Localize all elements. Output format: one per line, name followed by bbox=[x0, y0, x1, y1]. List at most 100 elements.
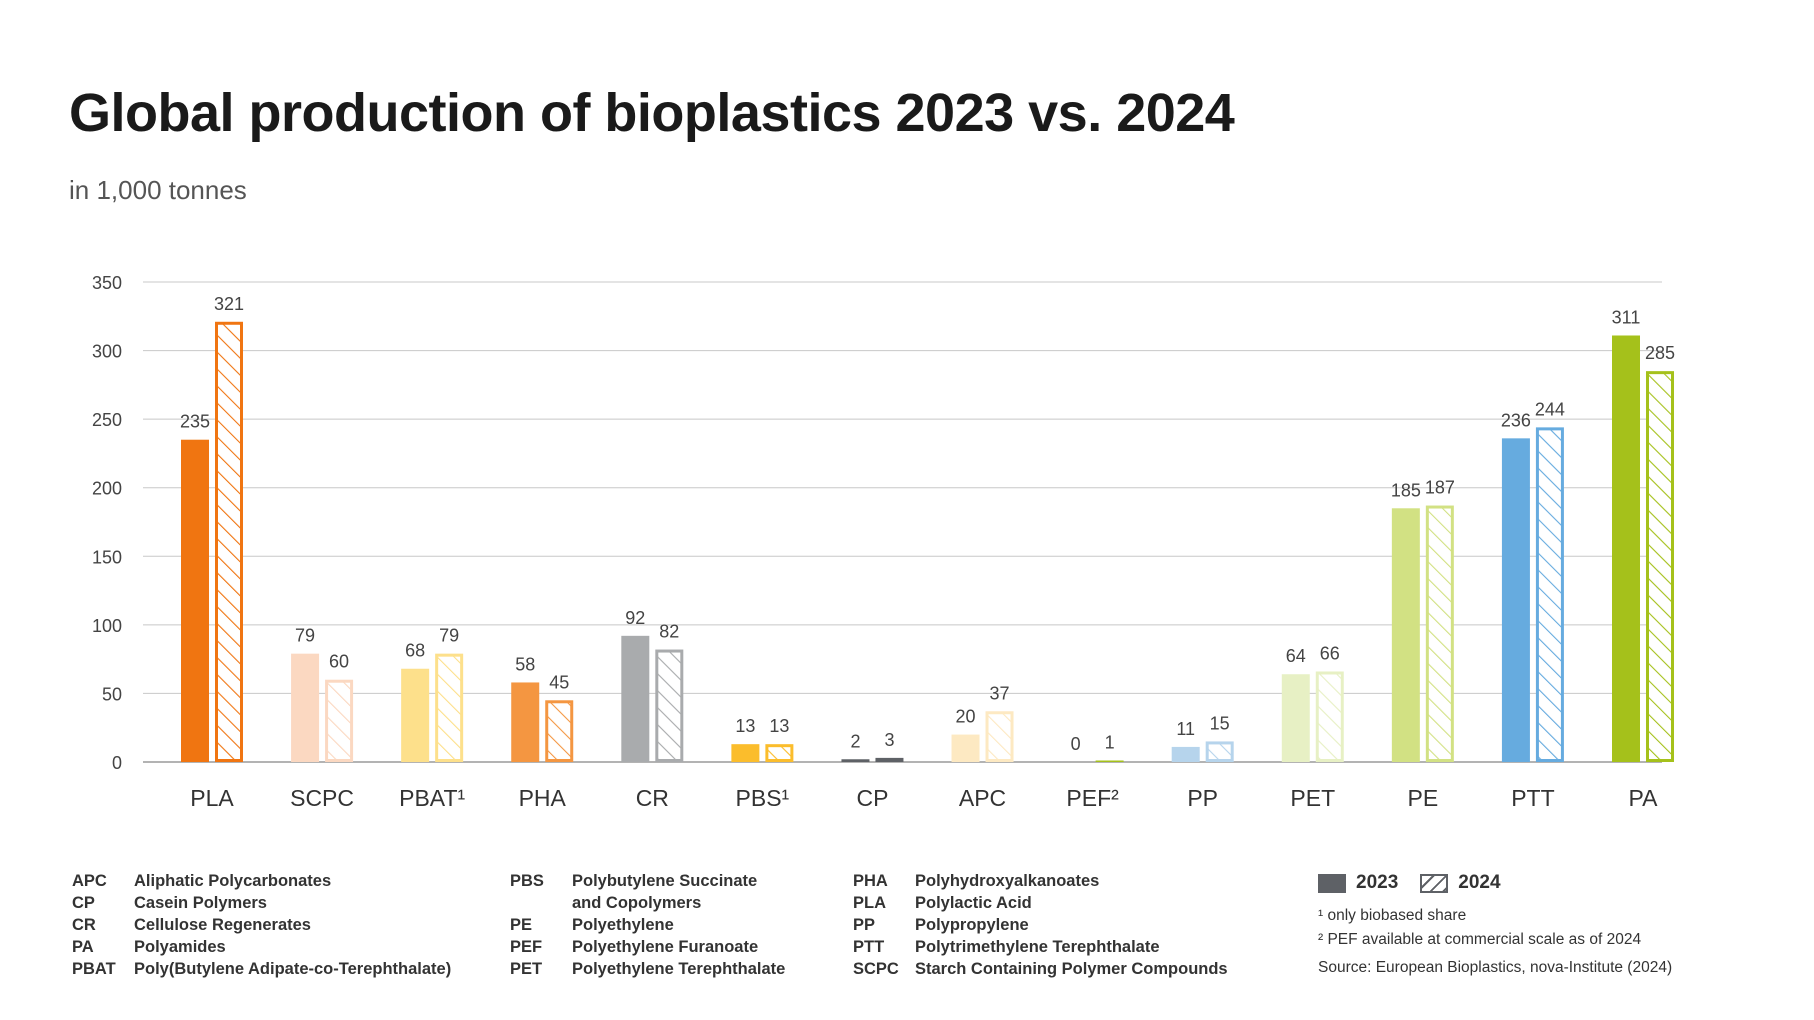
abbreviation-name: Starch Containing Polymer Compounds bbox=[915, 960, 1228, 978]
value-label-2023: 0 bbox=[1071, 734, 1081, 754]
category-label: PEF² bbox=[1066, 785, 1119, 811]
value-label-2024: 15 bbox=[1210, 713, 1230, 733]
abbreviation-code: PBAT bbox=[72, 960, 116, 978]
y-tick-label: 200 bbox=[92, 479, 122, 499]
value-label-2023: 311 bbox=[1612, 307, 1641, 327]
bar-2024-SCPC bbox=[325, 679, 354, 763]
bar-2023-PET bbox=[1281, 674, 1310, 762]
category-label: SCPC bbox=[290, 785, 354, 811]
source-note: Source: European Bioplastics, nova-Insti… bbox=[1318, 959, 1673, 976]
bar-2023-PBAT¹ bbox=[401, 668, 430, 762]
category-labels: PLA SCPC PBAT¹ PHA CR PBS¹ CP APC PEF² PP PET PE PTT… bbox=[190, 785, 1658, 811]
abbreviation-name: Polyethylene Terephthalate bbox=[572, 960, 786, 978]
abbreviation-name: Aliphatic Polycarbonates bbox=[134, 872, 332, 890]
value-label-2023: 64 bbox=[1286, 646, 1306, 666]
bar-2023-PBS¹ bbox=[731, 744, 760, 762]
bar-2023-PE bbox=[1391, 508, 1420, 762]
value-label-2023: 58 bbox=[515, 654, 535, 674]
category-label: PBAT¹ bbox=[399, 785, 465, 811]
bars bbox=[181, 321, 1674, 763]
legend-swatch-2024 bbox=[1420, 873, 1449, 893]
abbreviation-column-1: APC Aliphatic Polycarbonates CP Casein Poly… bbox=[72, 870, 451, 980]
y-tick-label: 250 bbox=[92, 410, 122, 430]
abbreviation-code: PET bbox=[510, 960, 543, 978]
value-label-2024: 187 bbox=[1425, 478, 1455, 498]
abbreviation-name: Polytrimethylene Terephthalate bbox=[915, 938, 1160, 956]
abbreviation-name: Polypropylene bbox=[915, 916, 1029, 934]
abbreviation-code: PE bbox=[510, 916, 533, 934]
abbreviation-code: PA bbox=[72, 938, 94, 956]
value-label-2023: 236 bbox=[1501, 410, 1531, 430]
abbreviation-name: Cellulose Regenerates bbox=[134, 916, 311, 934]
value-label-2024: 45 bbox=[549, 672, 569, 692]
value-label-2023: 2 bbox=[850, 731, 860, 751]
abbreviation-row: APC Aliphatic Polycarbonates bbox=[72, 870, 451, 892]
legend-swatch-2023 bbox=[1318, 873, 1346, 893]
legend-label-2024: 2024 bbox=[1458, 872, 1501, 893]
value-label-2024: 244 bbox=[1535, 399, 1565, 419]
category-label: CP bbox=[856, 785, 888, 811]
value-label-2023: 68 bbox=[405, 641, 425, 661]
abbreviation-name: Casein Polymers bbox=[134, 894, 267, 912]
abbreviation-name: Polyhydroxyalkanoates bbox=[915, 872, 1100, 890]
category-label: PET bbox=[1290, 785, 1335, 811]
value-label-2023: 11 bbox=[1176, 719, 1195, 739]
y-tick-label: 100 bbox=[92, 616, 122, 636]
y-axis-ticks: 0 50 100 150 200 250 300 350 bbox=[92, 273, 122, 773]
category-label: PLA bbox=[190, 785, 234, 811]
value-label-2024: 60 bbox=[329, 652, 349, 672]
value-label-2024: 285 bbox=[1645, 343, 1675, 363]
value-label-2024: 66 bbox=[1320, 643, 1340, 663]
abbreviation-name: and Copolymers bbox=[572, 894, 702, 912]
y-tick-label: 150 bbox=[92, 547, 122, 567]
abbreviation-code: CP bbox=[72, 894, 95, 912]
abbreviation-row: CR Cellulose Regenerates bbox=[72, 914, 451, 936]
value-label-2023: 20 bbox=[956, 707, 976, 727]
bar-2024-CP bbox=[875, 757, 904, 763]
bar-2023-PHA bbox=[511, 682, 540, 762]
bar-2023-APC bbox=[951, 734, 980, 762]
abbreviation-code: CR bbox=[72, 916, 96, 934]
bar-2024-PTT bbox=[1535, 427, 1564, 762]
category-label: PTT bbox=[1511, 785, 1554, 811]
abbreviation-row: PET Polyethylene Terephthalate bbox=[510, 958, 785, 980]
value-label-2024: 82 bbox=[659, 622, 679, 642]
value-label-2023: 92 bbox=[625, 608, 645, 628]
bar-2024-PBS¹ bbox=[765, 744, 794, 763]
bar-2024-PBAT¹ bbox=[435, 653, 464, 763]
abbreviation-code: PLA bbox=[853, 894, 886, 912]
category-label: PE bbox=[1408, 785, 1439, 811]
category-label: APC bbox=[959, 785, 1006, 811]
abbreviation-name: Polylactic Acid bbox=[915, 894, 1032, 912]
abbreviation-row: PE Polyethylene bbox=[510, 914, 785, 936]
value-label-2023: 185 bbox=[1391, 480, 1421, 500]
bar-2023-PA bbox=[1612, 335, 1640, 762]
value-label-2024: 321 bbox=[214, 294, 244, 314]
category-label: CR bbox=[636, 785, 669, 811]
abbreviation-code: PHA bbox=[853, 872, 888, 890]
category-label: PP bbox=[1187, 785, 1218, 811]
value-label-2024: 3 bbox=[884, 730, 894, 750]
value-label-2023: 13 bbox=[735, 716, 755, 736]
y-tick-label: 50 bbox=[102, 684, 122, 704]
category-label: PBS¹ bbox=[736, 785, 790, 811]
abbreviation-name: Polyethylene Furanoate bbox=[572, 938, 759, 956]
abbreviation-code: APC bbox=[72, 872, 107, 890]
bar-2024-PHA bbox=[545, 700, 574, 762]
abbreviation-row: PA Polyamides bbox=[72, 936, 451, 958]
bar-2023-SCPC bbox=[291, 653, 320, 762]
abbreviation-column-2: PBS Polybutylene Succinate and Copolymers P… bbox=[510, 870, 785, 980]
chart-subtitle: in 1,000 tonnes bbox=[69, 175, 247, 205]
abbreviation-name: Polyamides bbox=[134, 938, 226, 956]
bar-2024-PLA bbox=[215, 321, 243, 762]
abbreviation-row: PP Polypropylene bbox=[853, 914, 1228, 936]
bar-2023-CP bbox=[841, 759, 870, 762]
y-tick-label: 0 bbox=[112, 753, 122, 773]
bar-2024-APC bbox=[985, 711, 1014, 762]
bar-2024-CR bbox=[655, 649, 684, 762]
bar-2024-PE bbox=[1425, 505, 1454, 762]
abbreviation-code: PBS bbox=[510, 872, 544, 890]
abbreviation-name: Polyethylene bbox=[572, 916, 674, 934]
abbreviation-name: Polybutylene Succinate bbox=[572, 872, 758, 890]
